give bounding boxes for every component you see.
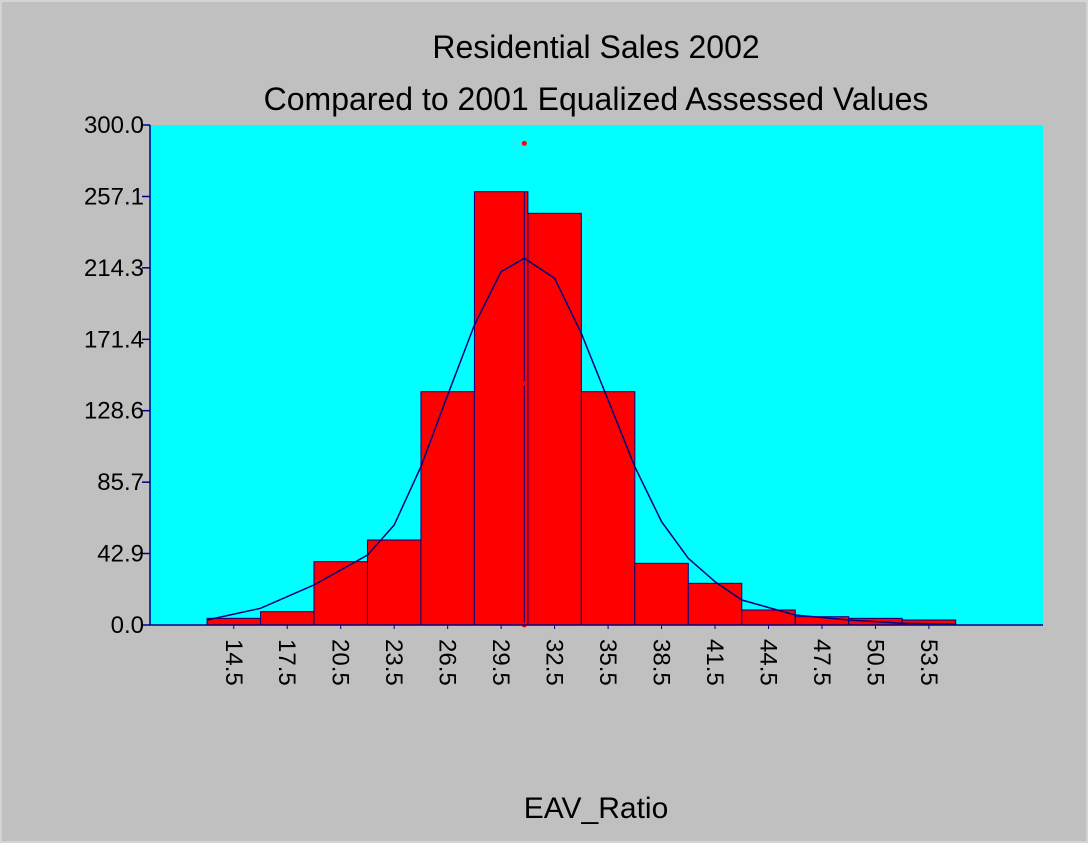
x-tick-label: 20.5 (327, 639, 354, 686)
y-tick-label: 300.0 (84, 112, 144, 139)
x-tick-label: 38.5 (648, 639, 675, 686)
x-tick-label: 41.5 (701, 639, 728, 686)
fit-curve (206, 257, 956, 625)
reference-point (521, 140, 527, 146)
x-tick-label: 26.5 (434, 639, 461, 686)
bar (260, 611, 315, 626)
x-axis-label: EAV_Ratio (524, 792, 669, 825)
bar (527, 212, 582, 626)
y-tick-label: 42.9 (97, 541, 144, 568)
bar (580, 391, 636, 626)
x-tick-label: 32.5 (541, 639, 568, 686)
chart-title: Residential Sales 2002 (432, 29, 759, 65)
reference-point (521, 380, 527, 386)
x-tick-label: 29.5 (487, 639, 514, 686)
x-tick-label: 44.5 (755, 639, 782, 686)
y-tick-label: 257.1 (84, 184, 144, 211)
x-tick-label: 50.5 (861, 639, 888, 686)
x-tick-label: 23.5 (380, 639, 407, 686)
y-tick-label: 171.4 (84, 326, 144, 353)
x-tick-label: 47.5 (808, 639, 835, 686)
x-tick-label: 14.5 (220, 639, 247, 686)
y-tick-label: 128.6 (84, 398, 144, 425)
bar (473, 191, 529, 626)
chart-subtitle: Compared to 2001 Equalized Assessed Valu… (264, 81, 929, 117)
y-tick-label: 0.0 (111, 612, 144, 639)
bar (366, 539, 422, 626)
x-tick-label: 53.5 (915, 639, 942, 686)
bar (420, 391, 475, 626)
bar (206, 617, 262, 626)
bar (634, 562, 689, 626)
x-tick-label: 35.5 (594, 639, 621, 686)
bar (313, 561, 368, 626)
x-tick-label: 17.5 (273, 639, 300, 686)
y-tick-label: 214.3 (84, 255, 144, 282)
y-tick-label: 85.7 (97, 469, 144, 496)
bar (687, 582, 743, 626)
